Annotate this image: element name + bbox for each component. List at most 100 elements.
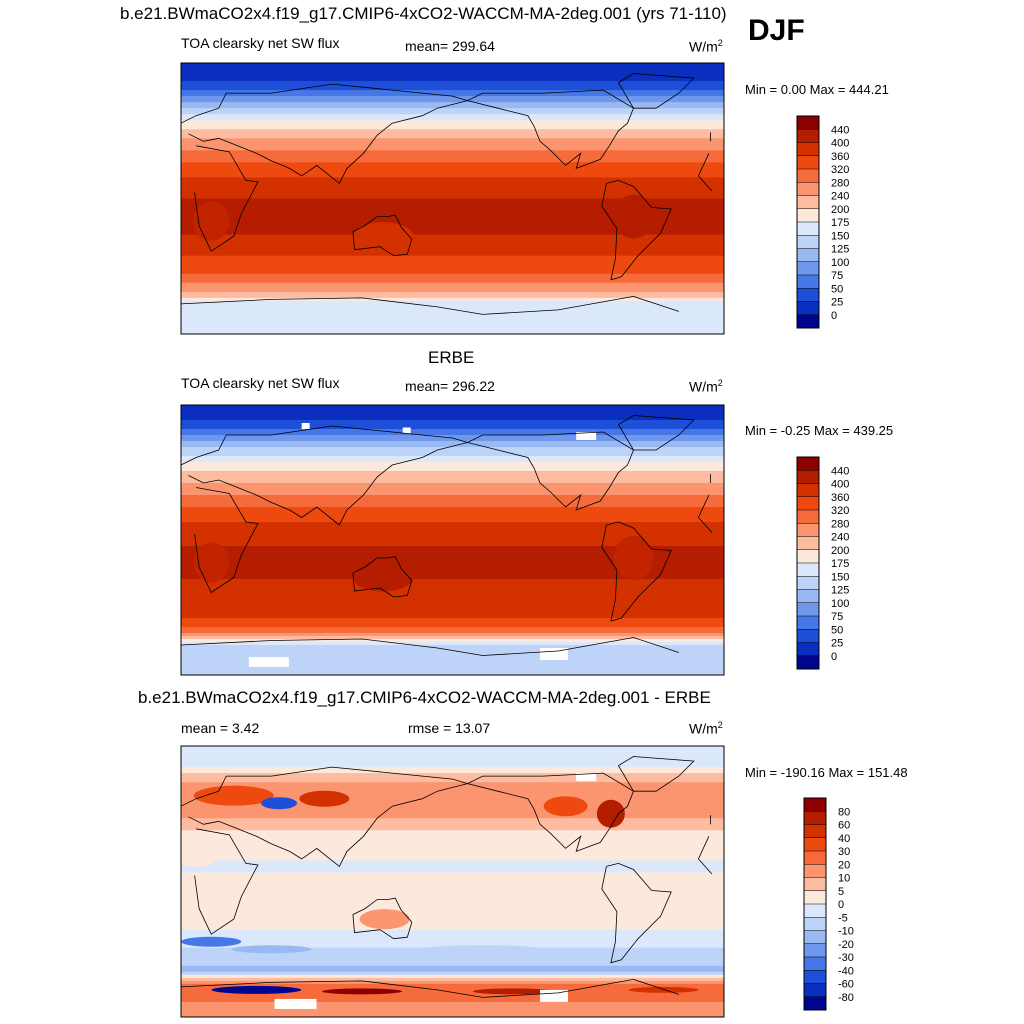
colorbar-box <box>797 142 819 157</box>
zonal-band <box>181 627 724 631</box>
zonal-band <box>181 899 724 904</box>
zonal-band <box>181 162 724 166</box>
zonal-band <box>181 806 724 810</box>
panel1-units: W/m2 <box>689 38 723 55</box>
zonal-band <box>181 249 724 254</box>
colorbar-box <box>804 957 826 971</box>
zonal-band <box>181 908 724 913</box>
zonal-band <box>181 210 724 215</box>
colorbar-tick-label: 125 <box>831 244 849 256</box>
zonal-band <box>181 606 724 610</box>
zonal-band <box>181 528 724 532</box>
coastline <box>601 862 672 964</box>
zonal-band <box>181 87 724 91</box>
colorbar-box <box>804 996 826 1011</box>
colorbar-box <box>797 195 819 210</box>
zonal-band <box>181 324 724 329</box>
anomaly-patch <box>422 945 543 954</box>
figure-title: b.e21.BWmaCO2x4.f19_g17.CMIP6-4xCO2-WACC… <box>120 4 727 23</box>
panel3-units-exp: 2 <box>717 720 723 730</box>
colorbar-tick-label: 320 <box>831 505 849 517</box>
zonal-band <box>181 75 724 79</box>
zonal-band <box>181 585 724 589</box>
colorbar-box <box>797 116 819 130</box>
colorbar-box <box>797 563 819 577</box>
colorbar-box <box>797 536 819 551</box>
zonal-band <box>181 279 724 284</box>
zonal-band <box>181 842 724 846</box>
map-panel-model <box>181 63 724 334</box>
colorbar-tick-label: 360 <box>831 151 849 163</box>
land-patch-south-america <box>613 194 654 239</box>
zonal-band <box>181 480 724 484</box>
colorbar-tick-label: -10 <box>838 926 854 938</box>
colorbar-box <box>804 970 826 984</box>
zonal-band <box>181 294 724 299</box>
zonal-band <box>181 414 724 418</box>
zonal-band <box>181 72 724 76</box>
zonal-band <box>181 297 724 302</box>
anomaly-patch <box>596 799 625 828</box>
colorbar-box <box>797 169 819 183</box>
coastline <box>467 772 634 853</box>
zonal-band <box>181 779 724 783</box>
zonal-band <box>181 1001 724 1006</box>
zonal-band <box>181 938 724 943</box>
zonal-band <box>181 171 724 176</box>
zonal-band <box>181 420 724 424</box>
zonal-band <box>181 788 724 792</box>
zonal-band <box>181 459 724 463</box>
colorbar-box <box>797 457 819 471</box>
zonal-band <box>181 770 724 774</box>
coastline <box>467 89 634 170</box>
zonal-band <box>181 93 724 97</box>
zonal-band <box>181 276 724 281</box>
zonal-band <box>181 603 724 607</box>
zonal-band <box>181 510 724 514</box>
panel2-title: ERBE <box>428 348 475 367</box>
colorbar-tick-label: 400 <box>831 138 849 150</box>
zonal-band <box>181 830 724 834</box>
zonal-band <box>181 642 724 646</box>
zonal-band <box>181 309 724 314</box>
zonal-band <box>181 282 724 287</box>
zonal-band <box>181 450 724 454</box>
coastline <box>601 179 672 281</box>
colorbar-tick-label: 5 <box>838 886 844 898</box>
anomaly-patch <box>322 988 402 995</box>
zonal-band <box>181 929 724 934</box>
zonal-band <box>181 96 724 100</box>
zonal-band <box>181 144 724 148</box>
zonal-band <box>181 896 724 901</box>
panel1-units-exp: 2 <box>717 38 723 48</box>
zonal-band <box>181 537 724 541</box>
coastline <box>617 73 695 109</box>
zonal-band <box>181 219 724 224</box>
zonal-band <box>181 570 724 574</box>
zonal-band <box>181 507 724 511</box>
panel3-minmax: Min = -190.16 Max = 151.48 <box>745 765 908 780</box>
zonal-band <box>181 953 724 958</box>
zonal-band <box>181 264 724 269</box>
zonal-band <box>181 447 724 451</box>
coastline <box>194 487 713 594</box>
zonal-band <box>181 474 724 478</box>
zonal-band <box>181 869 724 874</box>
missing-data-patch <box>576 773 597 782</box>
zonal-band <box>181 591 724 595</box>
colorbar-tick-label: 75 <box>831 270 843 282</box>
zonal-band <box>181 941 724 946</box>
zonal-band <box>181 992 724 997</box>
coastline <box>181 978 679 998</box>
panel2-mean-label: mean= 296.22 <box>405 378 495 394</box>
colorbar-box <box>797 208 819 223</box>
zonal-band <box>181 980 724 985</box>
colorbar-tick-label: 400 <box>831 479 849 491</box>
missing-data-patch <box>402 427 411 434</box>
zonal-band <box>181 890 724 895</box>
anomaly-patch <box>211 985 302 994</box>
missing-data-patch <box>576 432 597 440</box>
zonal-band <box>181 483 724 487</box>
missing-data-patch <box>539 989 568 1002</box>
